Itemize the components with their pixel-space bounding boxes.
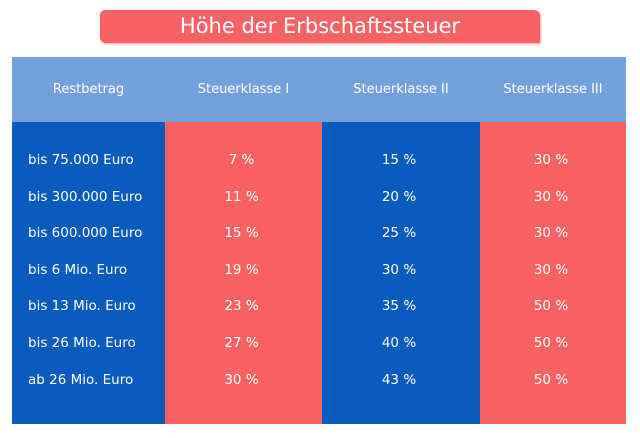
table-cell: 20 %	[381, 188, 417, 205]
table-cell: 11 %	[224, 188, 259, 205]
row-label: bis 75.000 Euro	[28, 152, 134, 168]
table-cell: 30 %	[224, 371, 259, 388]
table-cell: 30 %	[381, 261, 417, 278]
table-cell: 50 %	[533, 371, 569, 388]
table-cell: 19 %	[224, 261, 259, 278]
column-header: Steuerklasse II	[353, 82, 449, 97]
column-header: Steuerklasse III	[503, 82, 603, 97]
table-cell: 43 %	[381, 371, 417, 388]
row-label: bis 600.000 Euro	[28, 225, 143, 242]
row-label: bis 13 Mio. Euro	[28, 298, 136, 315]
table-cell: 15 %	[381, 152, 417, 168]
row-label: bis 6 Mio. Euro	[28, 261, 128, 278]
table-cell: 35 %	[381, 298, 417, 315]
row-label: bis 300.000 Euro	[28, 188, 143, 205]
column-steuerklasse-2	[322, 122, 480, 424]
table-cell: 50 %	[533, 335, 569, 351]
column-header: Steuerklasse I	[197, 82, 290, 97]
table-cell: 30 %	[533, 225, 569, 242]
table-cell: 23 %	[224, 298, 259, 315]
row-label: ab 26 Mio. Euro	[28, 371, 134, 388]
column-steuerklasse-1	[165, 122, 322, 424]
table-cell: 30 %	[533, 188, 569, 205]
table-cell: 7 %	[228, 152, 255, 168]
table-cell: 30 %	[533, 152, 569, 168]
table-cell: 15 %	[224, 225, 259, 242]
table-cell: 40 %	[381, 335, 417, 351]
row-label: bis 26 Mio. Euro	[28, 335, 136, 351]
column-header: Restbetrag	[52, 82, 125, 97]
table-header	[12, 57, 626, 122]
table-cell: 50 %	[533, 298, 569, 315]
title-banner: Höhe der Erbschaftssteuer	[100, 10, 540, 43]
column-steuerklasse-3	[480, 122, 626, 424]
table-cell: 27 %	[224, 335, 259, 351]
column-restbetrag	[12, 122, 165, 424]
table-cell: 25 %	[381, 225, 417, 242]
table-cell: 30 %	[533, 261, 569, 278]
